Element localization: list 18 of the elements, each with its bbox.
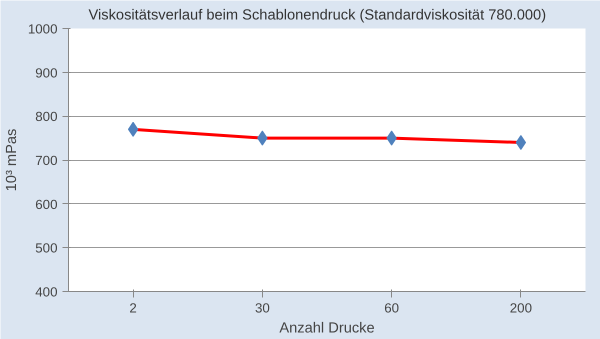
y-tick-label: 600 (35, 196, 58, 212)
point (128, 122, 138, 137)
y-axis-title: 10³ mPas (4, 128, 20, 192)
y-tick-label: 400 (35, 284, 58, 300)
y-tick-label: 800 (35, 109, 58, 124)
x-tick-label: 2 (129, 300, 137, 316)
y-tick-label: 500 (35, 240, 58, 256)
y-tick-label: 700 (35, 153, 58, 168)
point (386, 130, 397, 146)
x-tick-label: 30 (254, 300, 270, 316)
y-tick-label: 900 (35, 65, 58, 80)
x-tick-label: 60 (384, 300, 400, 316)
y-tick-label: 1000 (28, 22, 58, 36)
point (257, 130, 268, 146)
x-tick-label: 200 (510, 300, 532, 316)
chart-title: Viskositätsverlauf beim Schablonendruck (Standardviskosität 780.000) (88, 8, 546, 24)
x-axis-title: Anzahl Drucke (279, 320, 375, 336)
point (516, 134, 526, 150)
